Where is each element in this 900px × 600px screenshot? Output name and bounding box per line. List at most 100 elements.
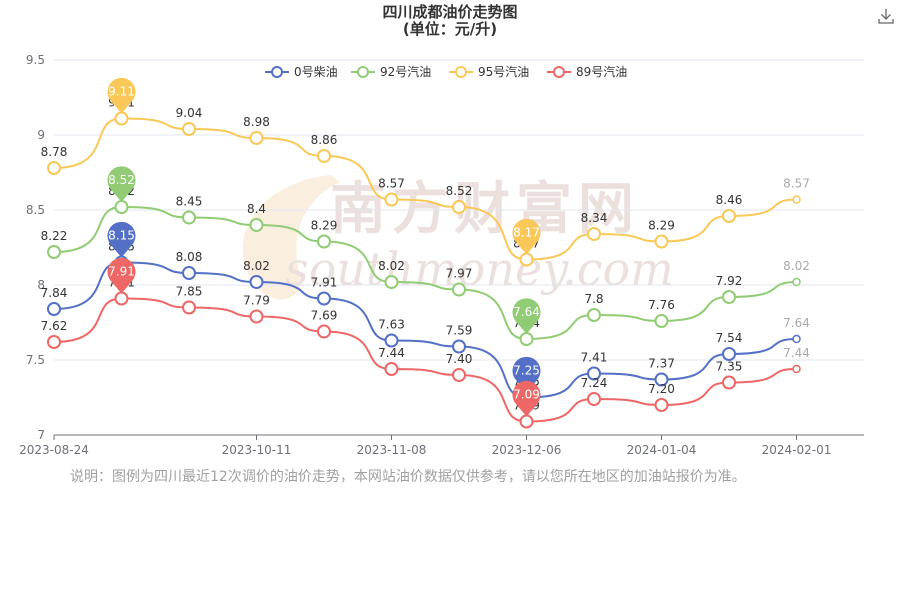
data-point[interactable] <box>587 227 601 241</box>
footnote: 说明：图例为四川最近12次调价的油价走势，本网站油价数据仅供参考，请以您所在地区… <box>70 469 746 485</box>
data-label: 7.64 <box>783 316 810 330</box>
data-label: 8.08 <box>176 250 203 264</box>
data-point[interactable] <box>519 332 534 346</box>
max-marker: 9.11 <box>107 77 136 114</box>
legend-label: 0号柴油 <box>294 65 338 79</box>
data-label: 7.62 <box>41 319 68 333</box>
data-label: 9.04 <box>176 106 203 120</box>
data-point[interactable] <box>792 195 801 204</box>
data-label: 8.29 <box>311 219 338 233</box>
y-tick-label: 7.5 <box>26 353 45 367</box>
data-label: 7.35 <box>716 360 743 374</box>
data-point[interactable] <box>249 309 264 324</box>
data-point[interactable] <box>452 282 466 297</box>
x-tick-label: 2024-01-04 <box>627 443 697 457</box>
data-point[interactable] <box>654 234 669 249</box>
data-point[interactable] <box>114 200 129 214</box>
chart-subtitle: (单位：元/升) <box>402 20 498 38</box>
max-marker: 7.91 <box>107 257 136 294</box>
x-tick-label: 2023-12-06 <box>492 443 562 457</box>
data-point[interactable] <box>452 200 466 214</box>
data-point[interactable] <box>114 111 129 126</box>
data-point[interactable] <box>47 245 61 259</box>
data-point[interactable] <box>654 372 669 387</box>
marker-pin <box>512 218 541 255</box>
data-label: 7.59 <box>446 324 473 338</box>
min-marker: 7.09 <box>512 380 541 417</box>
data-point[interactable] <box>249 218 264 232</box>
x-tick-label: 2023-11-08 <box>357 443 427 457</box>
series-line-2 <box>53 117 797 261</box>
legend-symbol <box>455 66 467 78</box>
data-point[interactable] <box>722 209 736 223</box>
watermark-swirl <box>242 175 340 300</box>
data-label: 7.63 <box>378 318 405 332</box>
data-point[interactable] <box>587 366 601 381</box>
x-tick-label: 2024-02-01 <box>762 443 832 457</box>
data-point[interactable] <box>722 347 736 361</box>
x-tick-label: 2023-08-24 <box>19 443 89 457</box>
series-line-0 <box>53 261 797 399</box>
y-tick-label: 7 <box>37 428 45 442</box>
data-point[interactable] <box>114 291 129 306</box>
data-point[interactable] <box>587 392 601 406</box>
data-label: 8.02 <box>783 259 810 273</box>
data-point[interactable] <box>722 290 736 304</box>
watermark-en-text: southmoney.com <box>285 242 674 296</box>
data-label: 8.34 <box>581 211 608 225</box>
data-label: 7.97 <box>446 267 473 281</box>
data-point[interactable] <box>317 149 331 163</box>
data-point[interactable] <box>182 210 196 225</box>
data-point[interactable] <box>182 122 196 136</box>
legend-symbol <box>553 66 565 78</box>
data-point[interactable] <box>452 368 466 382</box>
x-tick-label: 2023-10-11 <box>222 443 292 457</box>
legend-label: 92号汽油 <box>380 64 431 79</box>
data-point[interactable] <box>587 308 601 322</box>
data-point[interactable] <box>722 375 736 390</box>
data-label: 7.84 <box>41 286 68 300</box>
data-label: 8.45 <box>176 195 203 209</box>
data-point[interactable] <box>317 234 331 249</box>
legend-item-3[interactable]: 89号汽油 <box>547 64 627 79</box>
marker-label: 7.91 <box>108 265 135 279</box>
marker-pin <box>512 380 541 417</box>
data-point[interactable] <box>182 300 196 315</box>
data-point[interactable] <box>47 161 61 175</box>
data-label: 7.8 <box>584 292 603 306</box>
legend-item-0[interactable]: 0号柴油 <box>265 65 338 79</box>
marker-label: 7.25 <box>513 364 540 378</box>
data-point[interactable] <box>654 398 669 412</box>
y-tick-label: 8 <box>37 278 45 292</box>
data-point[interactable] <box>384 333 399 348</box>
data-point[interactable] <box>317 324 331 339</box>
data-label: 8.02 <box>378 259 405 273</box>
marker-label: 7.09 <box>513 388 540 402</box>
data-label: 7.24 <box>581 376 608 390</box>
data-point[interactable] <box>384 362 399 376</box>
data-point[interactable] <box>654 314 669 328</box>
data-point[interactable] <box>792 334 801 344</box>
legend-symbol <box>271 66 283 78</box>
data-label: 7.85 <box>176 285 203 299</box>
data-point[interactable] <box>384 275 399 289</box>
y-tick-label: 9.5 <box>26 53 45 67</box>
data-point[interactable] <box>249 131 264 145</box>
data-point[interactable] <box>317 291 331 306</box>
data-point[interactable] <box>519 252 534 267</box>
data-point[interactable] <box>249 275 264 289</box>
legend-item-1[interactable]: 92号汽油 <box>351 64 431 79</box>
data-point[interactable] <box>182 266 196 280</box>
data-point[interactable] <box>792 277 801 287</box>
data-point[interactable] <box>384 192 399 207</box>
legend-item-2[interactable]: 95号汽油 <box>449 64 529 79</box>
data-point[interactable] <box>47 335 61 349</box>
download-icon[interactable] <box>876 6 896 26</box>
data-point[interactable] <box>792 364 801 374</box>
data-label: 7.44 <box>783 346 810 360</box>
data-point[interactable] <box>452 339 466 354</box>
data-point[interactable] <box>47 302 61 316</box>
data-point[interactable] <box>519 414 534 429</box>
series-line-1 <box>53 205 797 341</box>
